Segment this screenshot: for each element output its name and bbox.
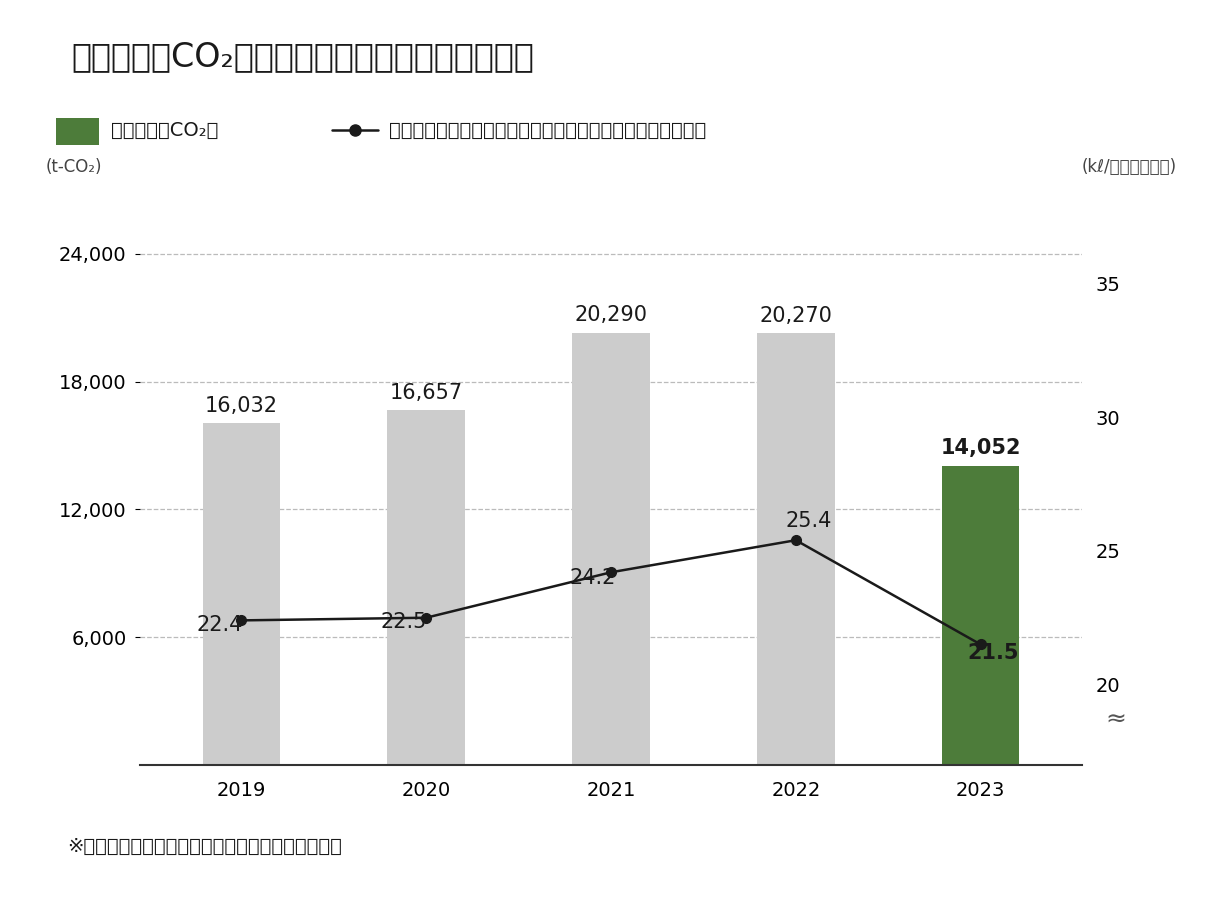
Text: (t-CO₂): (t-CO₂) (45, 157, 102, 176)
Text: 22.4: 22.4 (196, 615, 242, 635)
Bar (573, 333, 649, 765)
Text: 24.2: 24.2 (569, 568, 615, 588)
Bar (758, 333, 834, 765)
Text: ≈: ≈ (1105, 708, 1127, 731)
Bar (942, 466, 1019, 765)
Bar (388, 410, 465, 765)
Text: 消費原単位の推移（エネルギー使用量・原油換算／輸送量）: 消費原単位の推移（エネルギー使用量・原油換算／輸送量） (389, 120, 706, 139)
FancyBboxPatch shape (56, 118, 100, 145)
Text: 25.4: 25.4 (786, 510, 832, 531)
Text: ※当社が荷主となる国内輸送を対象としています。: ※当社が荷主となる国内輸送を対象としています。 (67, 837, 342, 855)
Text: (kℓ/百万トンキロ): (kℓ/百万トンキロ) (1081, 157, 1176, 176)
Bar (203, 424, 280, 765)
Text: 輸送時発生CO₂量: 輸送時発生CO₂量 (111, 120, 218, 139)
Text: 22.5: 22.5 (381, 613, 427, 633)
Text: 14,052: 14,052 (940, 438, 1021, 458)
Text: 20,290: 20,290 (574, 305, 648, 326)
Text: 21.5: 21.5 (968, 643, 1019, 663)
Text: 16,032: 16,032 (206, 396, 278, 416)
Text: 20,270: 20,270 (759, 306, 832, 326)
Text: 16,657: 16,657 (389, 383, 463, 403)
Text: 輸送時発生CO₂量とエネルギー消費原単位の推移: 輸送時発生CO₂量とエネルギー消費原単位の推移 (71, 40, 534, 73)
